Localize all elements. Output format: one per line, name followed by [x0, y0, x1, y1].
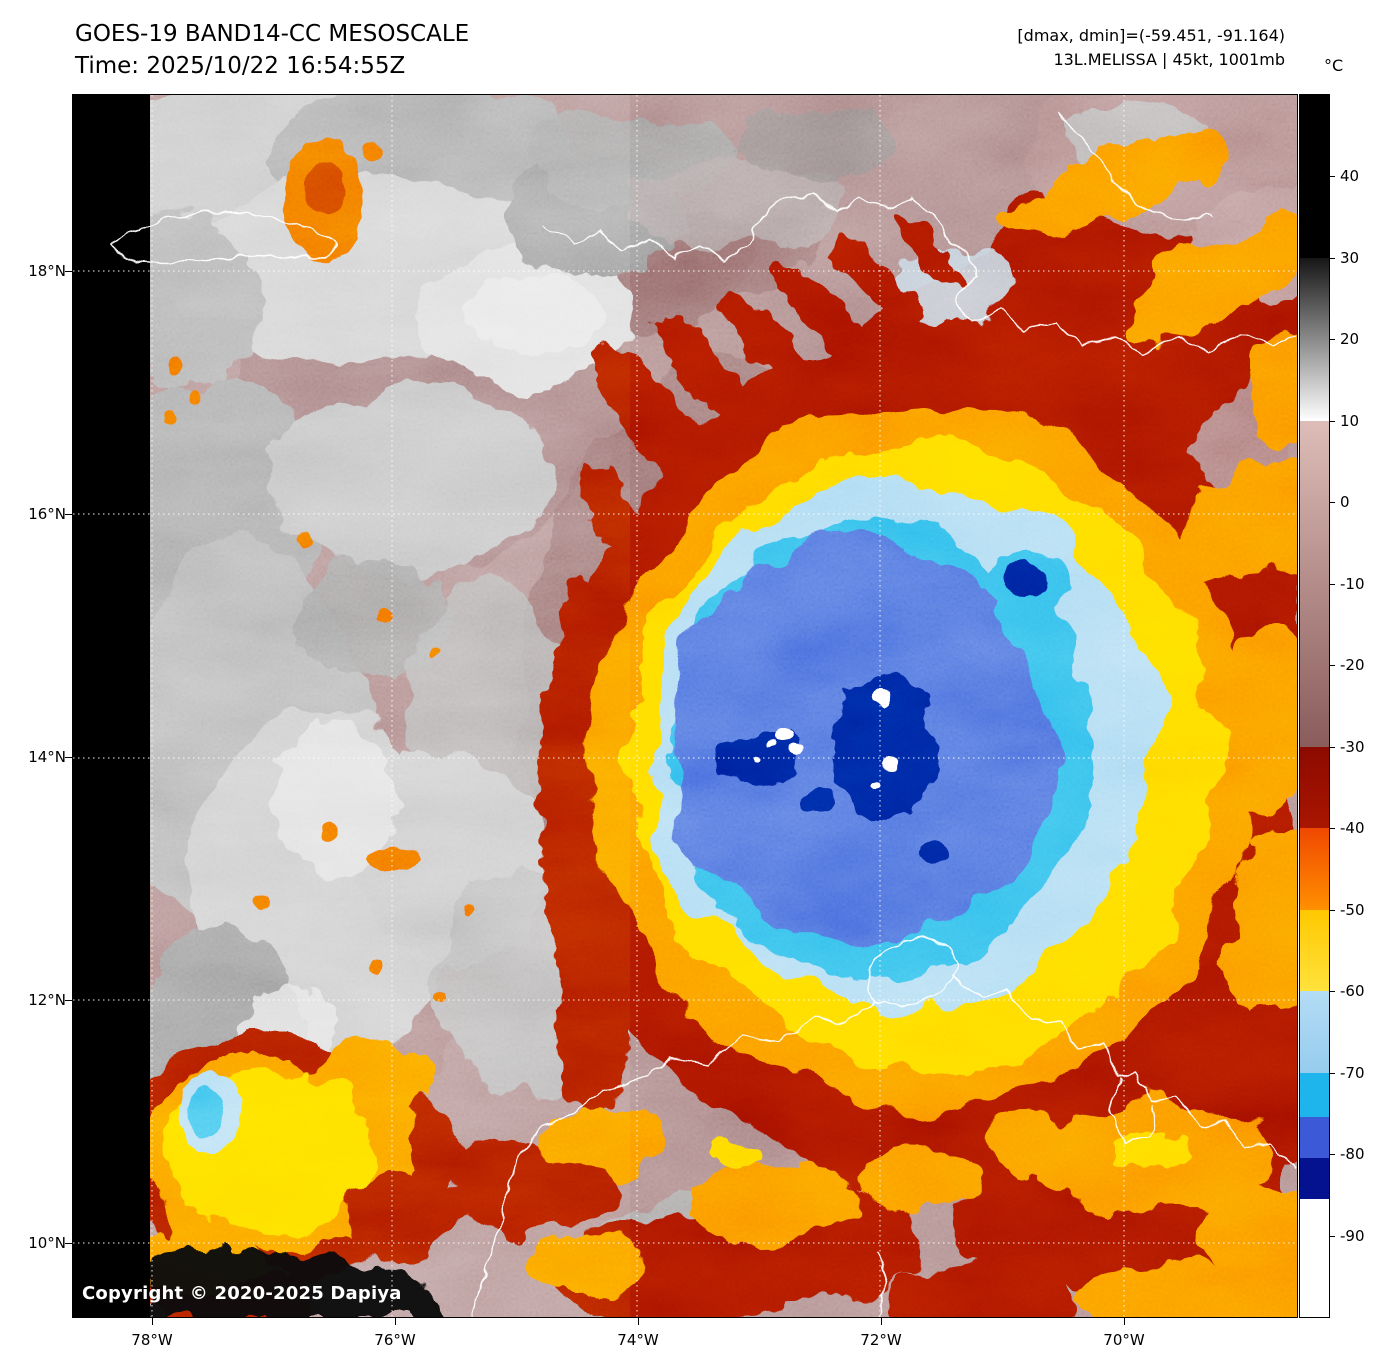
title-line2: Time: 2025/10/22 16:54:55Z	[75, 53, 406, 79]
grain-overlay	[150, 95, 1297, 1317]
colorbar-tick-mark	[1330, 746, 1335, 748]
colorbar-segment	[1300, 257, 1329, 421]
lon-tick-mark	[638, 1318, 639, 1325]
coastline-jamaica	[110, 211, 338, 264]
lon-tick-mark	[152, 1318, 153, 1325]
lon-tick-label: 78°W	[131, 1331, 173, 1349]
colorbar-tick-mark	[1330, 909, 1335, 911]
grid-lines	[73, 95, 1297, 1317]
colorbar-unit-label: °C	[1324, 56, 1344, 75]
colorbar-tick-mark	[1330, 420, 1335, 422]
colorbar-segment	[1300, 1158, 1329, 1199]
coastline-colombia	[470, 1000, 874, 1317]
lat-tick-mark	[65, 757, 73, 758]
coastlines	[110, 110, 1297, 1317]
colorbar	[1300, 95, 1329, 1317]
colorbar-tick-mark	[1330, 339, 1335, 341]
colorbar-tick-mark	[1330, 1235, 1335, 1237]
title-line1: GOES-19 BAND14-CC MESOSCALE	[75, 21, 470, 47]
colorbar-tick-label: -50	[1340, 900, 1365, 919]
lat-tick-mark	[65, 514, 73, 515]
colorbar-segment	[1300, 909, 1329, 992]
figure-info: [dmax, dmin]=(-59.451, -91.164) 13L.MELI…	[1017, 24, 1285, 72]
colorbar-tick-label: 0	[1340, 493, 1350, 512]
colorbar-tick-mark	[1330, 1072, 1335, 1074]
colorbar-segment	[1300, 1117, 1329, 1159]
lat-tick-label: 10°N	[28, 1234, 66, 1252]
colorbar-tick-label: -90	[1340, 1226, 1365, 1245]
coastline-river	[878, 1252, 888, 1317]
lon-tick-mark	[881, 1318, 882, 1325]
colorbar-tick-label: -20	[1340, 656, 1365, 675]
colorbar-tick-label: -60	[1340, 982, 1365, 1001]
lon-tick-mark	[1124, 1318, 1125, 1325]
lat-tick-mark	[65, 1243, 73, 1244]
imagery-layers	[150, 95, 1297, 1317]
colorbar-tick-mark	[1330, 991, 1335, 993]
lon-tick-label: 70°W	[1103, 1331, 1145, 1349]
lon-tick-mark	[395, 1318, 396, 1325]
colorbar-segment	[1300, 1198, 1329, 1317]
lon-tick-label: 74°W	[617, 1331, 659, 1349]
lat-tick-label: 16°N	[28, 505, 66, 523]
lon-tick-label: 76°W	[374, 1331, 416, 1349]
coastline-hispaniola	[542, 192, 1297, 355]
colorbar-segment	[1300, 991, 1329, 1073]
colorbar-tick-label: -80	[1340, 1145, 1365, 1164]
colorbar-tick-label: -70	[1340, 1063, 1365, 1082]
satellite-imagery	[73, 95, 1297, 1317]
colorbar-tick-label: 20	[1340, 330, 1360, 349]
colorbar-segment	[1300, 95, 1329, 258]
lat-tick-label: 14°N	[28, 748, 66, 766]
colorbar-tick-label: 40	[1340, 167, 1360, 186]
colorbar-tick-label: 10	[1340, 411, 1360, 430]
colorbar-segment	[1300, 420, 1329, 747]
coastline-maracaibo	[1110, 1078, 1156, 1144]
colorbar-tick-mark	[1330, 828, 1335, 830]
colorbar-tick-mark	[1330, 583, 1335, 585]
colorbar-tick-label: 30	[1340, 248, 1360, 267]
lat-tick-label: 18°N	[28, 262, 66, 280]
colorbar-tick-label: -40	[1340, 819, 1365, 838]
lat-tick-mark	[65, 271, 73, 272]
coastline-venezuela	[952, 974, 1297, 1170]
colorbar-tick-mark	[1330, 257, 1335, 259]
colorbar-tick-mark	[1330, 1154, 1335, 1156]
colorbar-tick-mark	[1330, 502, 1335, 504]
clear-ocean-corner	[150, 1249, 444, 1317]
colorbar-tick-label: -10	[1340, 574, 1365, 593]
lat-tick-label: 12°N	[28, 991, 66, 1009]
info-dmax-dmin: [dmax, dmin]=(-59.451, -91.164)	[1017, 26, 1285, 45]
colorbar-segment	[1300, 1072, 1329, 1118]
info-storm: 13L.MELISSA | 45kt, 1001mb	[1053, 50, 1285, 69]
coastline-hispaniola-north	[1058, 110, 1212, 221]
colorbar-tick-mark	[1330, 665, 1335, 667]
coastline-guajira	[867, 936, 957, 1005]
copyright-watermark: Copyright © 2020-2025 Dapiya	[82, 1283, 402, 1304]
colorbar-segment	[1300, 828, 1329, 910]
colorbar-segment	[1300, 746, 1329, 829]
colorbar-tick-mark	[1330, 176, 1335, 178]
lon-tick-label: 72°W	[860, 1331, 902, 1349]
map-plot: Copyright © 2020-2025 Dapiya	[73, 95, 1297, 1317]
colorbar-gradient	[1300, 95, 1329, 1317]
figure-title: GOES-19 BAND14-CC MESOSCALE Time: 2025/1…	[75, 18, 469, 82]
lat-tick-mark	[65, 1000, 73, 1001]
colorbar-tick-label: -30	[1340, 737, 1365, 756]
